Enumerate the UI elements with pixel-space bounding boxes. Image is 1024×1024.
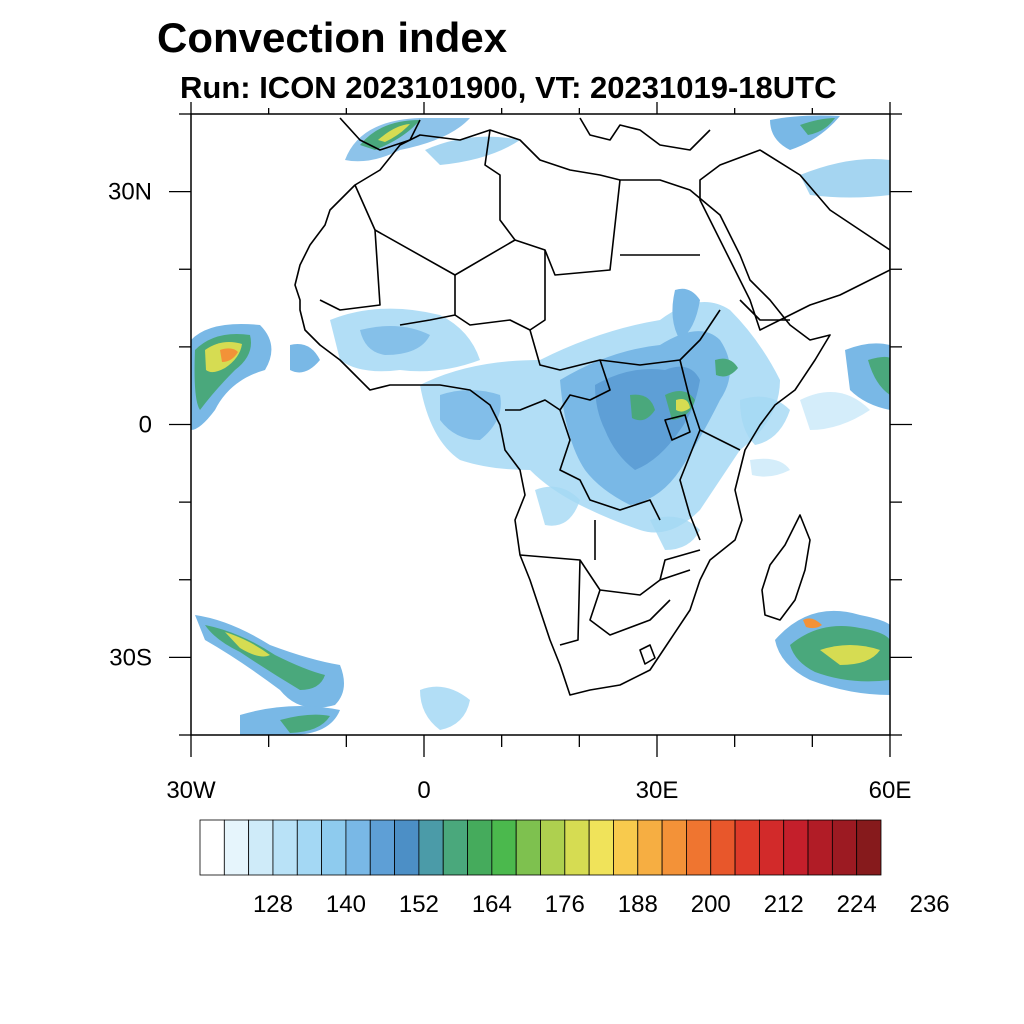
country-border <box>739 299 790 321</box>
convection-area <box>290 344 320 373</box>
colorbar-swatch <box>321 819 347 876</box>
chart-title: Convection index <box>157 14 508 61</box>
x-tick-label: 60E <box>869 777 912 804</box>
x-tick-label: 30E <box>636 777 679 804</box>
colorbar-label: 224 <box>837 891 877 918</box>
colorbar-swatch <box>491 819 517 876</box>
colorbar-label: 200 <box>691 891 731 918</box>
colorbar-swatch <box>564 819 590 876</box>
country-border <box>589 589 671 636</box>
colorbar-label: 128 <box>253 891 293 918</box>
convection-area <box>800 392 870 430</box>
country-border <box>679 359 741 451</box>
country-border <box>374 179 621 276</box>
convection-area <box>420 686 470 730</box>
colorbar-swatch <box>588 819 614 876</box>
convection-area <box>630 394 655 421</box>
x-tick-label: 30W <box>166 777 216 804</box>
colorbar-label: 236 <box>910 891 950 918</box>
colorbar-label: 140 <box>326 891 366 918</box>
colorbar-swatch <box>637 819 663 876</box>
colorbar-swatch <box>734 819 760 876</box>
colorbar-swatch <box>540 819 566 876</box>
colorbar-swatch <box>418 819 444 876</box>
convection-area <box>345 118 470 162</box>
convection-area <box>800 159 890 198</box>
convection-area <box>280 714 330 733</box>
colorbar-label: 176 <box>545 891 585 918</box>
colorbar-swatch <box>831 819 858 876</box>
colorbar-swatch <box>467 819 493 876</box>
colorbar-swatch <box>296 819 323 876</box>
colorbar-swatch <box>442 819 468 876</box>
convection-area <box>225 632 270 657</box>
convection-area <box>672 288 700 340</box>
convection-area <box>740 396 790 445</box>
y-tick-label: 30S <box>109 644 152 671</box>
colorbar-swatch <box>394 819 420 876</box>
country-border <box>679 429 701 541</box>
europe-coastline <box>339 117 421 151</box>
madagascar-coastline <box>761 514 811 621</box>
convection-area <box>650 516 700 550</box>
colorbar-swatch <box>223 819 250 876</box>
colorbar-swatch <box>661 819 687 876</box>
country-border <box>484 129 516 241</box>
colorbar-label: 152 <box>399 891 439 918</box>
colorbar-swatch <box>199 819 225 876</box>
convection-area <box>676 399 690 412</box>
colorbar-swatch <box>345 819 371 876</box>
convection-area <box>803 618 822 629</box>
colorbar: 128 140 152 164 176 188 200 212 224 236 <box>199 819 950 918</box>
arabia-coastline <box>699 149 890 331</box>
convection-area <box>750 458 790 477</box>
country-border <box>454 314 531 331</box>
chart-subtitle: Run: ICON 2023101900, VT: 20231019-18UTC <box>180 70 837 105</box>
convection-area <box>360 326 430 355</box>
colorbar-swatch <box>807 819 833 876</box>
country-border <box>319 184 381 311</box>
colorbar-label: 188 <box>618 891 658 918</box>
convection-area <box>378 124 410 142</box>
colorbar-swatch <box>515 819 541 876</box>
country-border <box>559 559 581 646</box>
colorbar-swatch <box>710 819 736 876</box>
colorbar-label: 164 <box>472 891 512 918</box>
y-tick-label: 30N <box>108 179 152 206</box>
colorbar-swatch <box>272 819 298 876</box>
lake-victoria <box>664 414 691 441</box>
convection-area <box>715 358 738 377</box>
colorbar-swatch <box>248 819 274 876</box>
country-border <box>639 644 656 665</box>
country-border <box>505 359 611 411</box>
coastlines <box>294 117 890 696</box>
convection-area <box>868 356 890 395</box>
colorbar-swatch <box>856 819 882 876</box>
europe-coastline <box>579 117 711 151</box>
colorbar-swatch <box>758 819 785 876</box>
country-border <box>529 250 721 371</box>
axis-ticks: 30N 0 30S 30W 0 30E 60E <box>108 102 912 804</box>
colorbar-swatch <box>783 819 809 876</box>
country-border <box>659 549 701 581</box>
colorbar-swatch <box>369 819 395 876</box>
colorbar-label: 212 <box>764 891 804 918</box>
convection-area <box>800 118 835 135</box>
country-border <box>559 409 661 521</box>
colorbar-swatch <box>686 819 712 876</box>
convection-area <box>220 348 238 362</box>
africa-coastline <box>294 129 831 696</box>
colorbar-swatch <box>613 819 639 876</box>
y-tick-label: 0 <box>139 412 152 439</box>
convection-field <box>191 115 890 735</box>
convection-area <box>820 645 880 665</box>
x-tick-label: 0 <box>417 777 430 804</box>
country-border <box>519 554 691 596</box>
convection-area <box>535 486 580 526</box>
convection-area <box>425 136 520 165</box>
country-border <box>399 275 456 326</box>
